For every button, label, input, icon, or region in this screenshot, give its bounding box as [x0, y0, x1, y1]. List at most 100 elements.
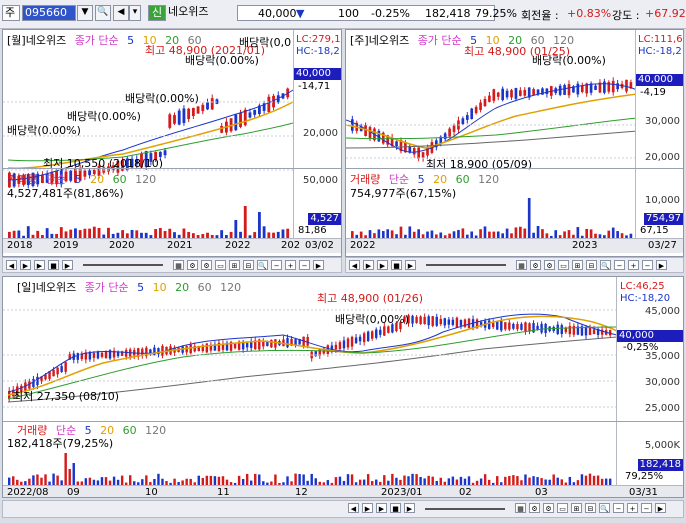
scroll-prev-icon[interactable]: ▶: [363, 260, 374, 270]
zoom-slider[interactable]: [426, 264, 506, 266]
scroll-next-icon[interactable]: ▶: [376, 503, 387, 513]
volume-bar: [377, 229, 381, 238]
candle-body: [84, 352, 88, 360]
layout-icon[interactable]: ⊟: [586, 260, 597, 270]
candle-body: [209, 344, 213, 351]
copy-icon[interactable]: ▭: [215, 260, 226, 270]
magnify-icon[interactable]: 🔍: [257, 260, 268, 270]
volume-bar: [111, 233, 115, 238]
play-icon[interactable]: ▶: [62, 260, 73, 270]
volume-bar: [435, 234, 438, 238]
daily-date: 03/31: [629, 487, 658, 498]
plus-icon[interactable]: +: [627, 503, 638, 513]
volume-bar: [474, 235, 478, 238]
candle-body: [314, 351, 317, 357]
link-icon[interactable]: ⊞: [229, 260, 240, 270]
code-dropdown-icon[interactable]: ▼: [77, 5, 93, 21]
volume-bar: [375, 479, 378, 485]
magnify-icon[interactable]: 🔍: [599, 503, 610, 513]
candle-body: [572, 86, 575, 93]
gear-icon[interactable]: ⚙: [187, 260, 198, 270]
scroll-end-icon[interactable]: ▶: [656, 260, 667, 270]
minus-icon[interactable]: −: [299, 260, 310, 270]
daily-x-label: 12: [295, 487, 308, 498]
volume-value: 182,418: [425, 7, 471, 20]
candle-body: [45, 173, 49, 183]
volume-bar: [121, 230, 125, 238]
layout-icon[interactable]: ⊟: [243, 260, 254, 270]
volume-bar: [346, 474, 350, 485]
scroll-first-icon[interactable]: ◀: [6, 260, 17, 270]
zoom-slider[interactable]: [425, 508, 505, 510]
candle-body: [552, 326, 555, 332]
volume-bar: [467, 476, 471, 485]
volume-bar: [492, 231, 496, 238]
copy-icon[interactable]: ▭: [557, 503, 568, 513]
stop-icon[interactable]: ■: [48, 260, 59, 270]
minus-icon[interactable]: −: [613, 503, 624, 513]
candle-body: [465, 115, 469, 120]
volume-bar: [514, 227, 518, 238]
magnify-icon[interactable]: 🔍: [600, 260, 611, 270]
candle-body: [41, 174, 44, 184]
scroll-first-icon[interactable]: ◀: [348, 503, 359, 513]
monthly-vol-ma120: 120: [135, 173, 157, 186]
link-icon[interactable]: ⊞: [572, 260, 583, 270]
volume-bar: [629, 233, 633, 238]
scroll-end-icon[interactable]: ▶: [313, 260, 324, 270]
market-select[interactable]: 주: [2, 5, 20, 21]
candle-body: [407, 315, 410, 324]
candle-body: [60, 366, 63, 372]
stock-code-input[interactable]: 095660: [22, 5, 76, 21]
candle-body: [501, 88, 504, 101]
gear-icon[interactable]: ⚙: [529, 503, 540, 513]
grid-icon[interactable]: ▦: [515, 503, 526, 513]
candle-body: [257, 105, 261, 114]
scroll-next-icon[interactable]: ▶: [34, 260, 45, 270]
volume-bar: [500, 482, 503, 485]
volume-bar: [520, 480, 523, 485]
volume-bar: [173, 232, 176, 238]
zoom-slider[interactable]: [83, 264, 163, 266]
minus-icon[interactable]: −: [271, 260, 282, 270]
volume-bar: [182, 228, 186, 238]
volume-bar: [149, 235, 153, 238]
monthly-x-label: 2021: [167, 240, 193, 251]
gear-icon[interactable]: ⚙: [530, 260, 541, 270]
minus-icon[interactable]: −: [641, 503, 652, 513]
stop-icon[interactable]: ■: [390, 503, 401, 513]
plus-icon[interactable]: +: [285, 260, 296, 270]
scroll-end-icon[interactable]: ▶: [655, 503, 666, 513]
candle-body: [290, 338, 293, 346]
layout-icon[interactable]: ⊟: [585, 503, 596, 513]
plus-icon[interactable]: +: [628, 260, 639, 270]
grid-icon[interactable]: ▦: [516, 260, 527, 270]
scroll-next-icon[interactable]: ▶: [377, 260, 388, 270]
settings-icon[interactable]: ⚙: [544, 260, 555, 270]
candle-body: [330, 345, 334, 352]
daily-x-label: 2023/01: [381, 487, 423, 498]
speaker-dropdown-icon[interactable]: ▾: [129, 5, 141, 21]
scroll-prev-icon[interactable]: ▶: [20, 260, 31, 270]
grid-icon[interactable]: ▦: [173, 260, 184, 270]
candle-body: [520, 323, 523, 330]
link-icon[interactable]: ⊞: [571, 503, 582, 513]
play-icon[interactable]: ▶: [405, 260, 416, 270]
daily-ma-label: 종가 단순: [84, 281, 129, 294]
search-icon[interactable]: 🔍: [95, 5, 111, 21]
volume-bar: [600, 478, 604, 485]
scroll-prev-icon[interactable]: ▶: [362, 503, 373, 513]
weekly-vol-value: 754,977주(67,15%): [350, 187, 457, 200]
minus-icon[interactable]: −: [642, 260, 653, 270]
volume-bar: [173, 478, 176, 485]
stop-icon[interactable]: ■: [391, 260, 402, 270]
settings-icon[interactable]: ⚙: [543, 503, 554, 513]
minus-icon[interactable]: −: [614, 260, 625, 270]
scroll-first-icon[interactable]: ◀: [349, 260, 360, 270]
speaker-icon[interactable]: ◀: [113, 5, 129, 21]
copy-icon[interactable]: ▭: [558, 260, 569, 270]
play-icon[interactable]: ▶: [404, 503, 415, 513]
weekly-div1: 배당락(0.00%): [532, 54, 606, 67]
settings-icon[interactable]: ⚙: [201, 260, 212, 270]
candle-body: [149, 153, 153, 162]
